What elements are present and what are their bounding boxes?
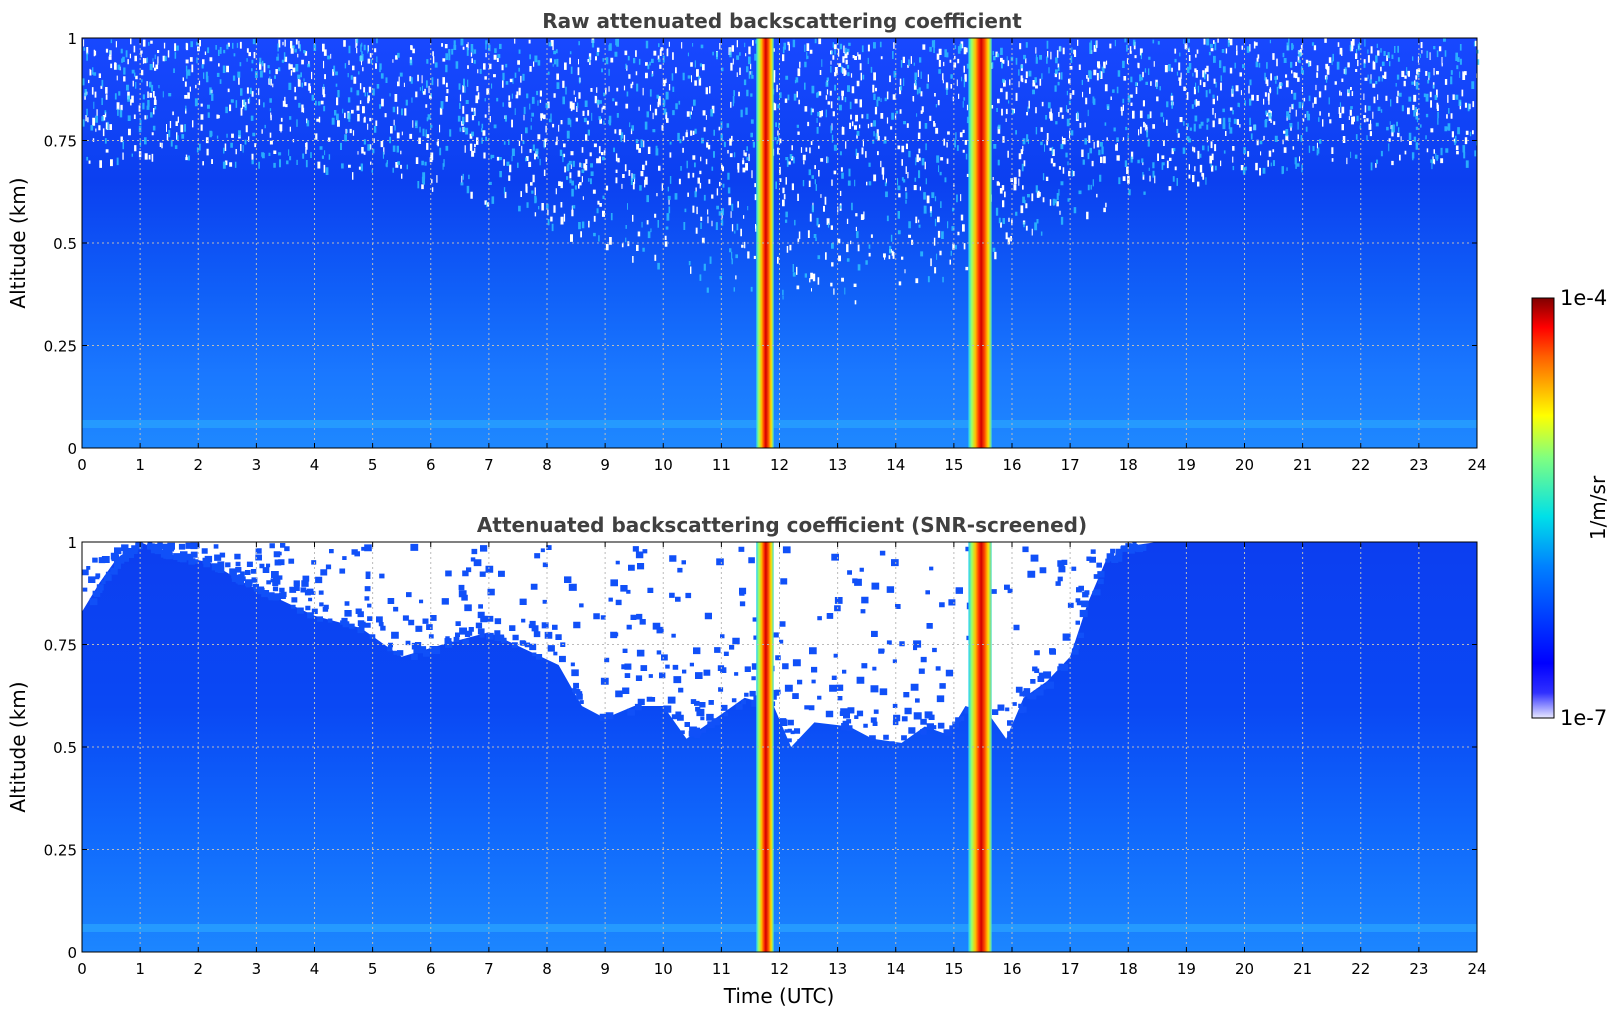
x-tick-label: 20 [1235,456,1254,474]
x-tick-label: 7 [484,960,494,978]
y-tick-label: 0.75 [44,133,77,151]
y-tick-label: 0.5 [53,235,77,253]
y-tick-label: 0.25 [44,842,77,860]
mask-edge-speckle [82,542,1147,747]
panel-title: Raw attenuated backscattering coefficien… [542,9,1022,33]
y-axis: 0 0.25 0.5 0.75 1 [44,30,1477,458]
noise-cyan [82,38,1480,300]
x-tick-label: 2 [193,960,203,978]
x-tick-label: 12 [770,960,789,978]
colorbar-gradient [1531,297,1555,719]
x-tick-label: 1 [135,456,145,474]
heatmap-area [82,38,1480,448]
x-tick-label: 11 [712,960,731,978]
x-tick-label: 6 [426,960,436,978]
x-tick-label: 9 [600,456,610,474]
panel-title: Attenuated backscattering coefficient (S… [477,513,1087,537]
colorbar-tick-min: 1e-7 [1560,706,1607,730]
x-tick-label: 13 [828,960,847,978]
x-tick-label: 16 [1002,456,1021,474]
x-tick-label: 13 [828,456,847,474]
x-tick-label: 0 [77,456,87,474]
x-tick-label: 7 [484,456,494,474]
speckle-blue [82,542,1147,747]
y-tick-label: 0 [67,440,77,458]
x-tick-label: 15 [944,960,963,978]
x-axis: 0 1 2 3 4 5 6 7 8 9 10 11 12 13 14 15 16 17 18 19 20 21 22 23 24 [77,542,1487,978]
y-tick-label: 1 [67,534,77,552]
x-tick-label: 17 [1061,960,1080,978]
colorbar-tick-max: 1e-4 [1560,286,1607,310]
panel-raw: Raw attenuated backscattering coefficien… [6,9,1487,474]
x-tick-label: 23 [1409,960,1428,978]
panel-snr-screened: Attenuated backscattering coefficient (S… [6,513,1487,1008]
x-axis-label: Time (UTC) [723,984,835,1008]
x-tick-label: 23 [1409,456,1428,474]
x-axis: 0 1 2 3 4 5 6 7 8 9 10 11 12 13 14 15 16 17 18 19 20 21 22 23 24 [77,38,1487,474]
grid [82,542,1477,952]
x-tick-label: 5 [368,960,378,978]
x-tick-label: 18 [1119,456,1138,474]
x-tick-label: 1 [135,960,145,978]
x-tick-label: 18 [1119,960,1138,978]
x-tick-label: 17 [1061,456,1080,474]
y-tick-label: 1 [67,30,77,48]
precip-band [968,542,992,952]
grid [82,38,1477,448]
x-tick-label: 4 [310,960,320,978]
x-tick-label: 9 [600,960,610,978]
colorbar: 1e-4 1e-7 1/m/sr [1531,286,1610,730]
x-tick-label: 24 [1467,960,1486,978]
x-tick-label: 20 [1235,960,1254,978]
x-tick-label: 14 [886,456,905,474]
x-tick-label: 10 [654,960,673,978]
precip-bands [756,542,992,952]
x-tick-label: 6 [426,456,436,474]
x-tick-label: 22 [1351,456,1370,474]
y-axis-label: Altitude (km) [6,177,30,308]
y-tick-label: 0.75 [44,637,77,655]
precip-band [968,38,992,448]
x-tick-label: 15 [944,456,963,474]
y-tick-label: 0.25 [44,338,77,356]
x-tick-label: 3 [252,456,262,474]
x-tick-label: 24 [1467,456,1486,474]
x-tick-label: 4 [310,456,320,474]
x-tick-label: 16 [1002,960,1021,978]
x-tick-label: 8 [542,960,552,978]
x-tick-label: 5 [368,456,378,474]
x-tick-label: 3 [252,960,262,978]
y-axis-label: Altitude (km) [6,681,30,812]
x-tick-label: 14 [886,960,905,978]
x-tick-label: 21 [1293,960,1312,978]
x-tick-label: 11 [712,456,731,474]
x-tick-label: 8 [542,456,552,474]
x-tick-label: 0 [77,960,87,978]
x-tick-label: 21 [1293,456,1312,474]
precip-bands [756,38,992,448]
precip-band [756,542,774,952]
colorbar-label: 1/m/sr [1586,475,1610,540]
x-tick-label: 22 [1351,960,1370,978]
y-axis: 0 0.25 0.5 0.75 1 [44,534,1477,962]
x-tick-label: 19 [1177,456,1196,474]
x-tick-label: 19 [1177,960,1196,978]
x-tick-label: 10 [654,456,673,474]
x-tick-label: 2 [193,456,203,474]
noise-speckle [82,38,1480,305]
y-tick-label: 0 [67,944,77,962]
x-tick-label: 12 [770,456,789,474]
y-tick-label: 0.5 [53,739,77,757]
precip-band [756,38,774,448]
